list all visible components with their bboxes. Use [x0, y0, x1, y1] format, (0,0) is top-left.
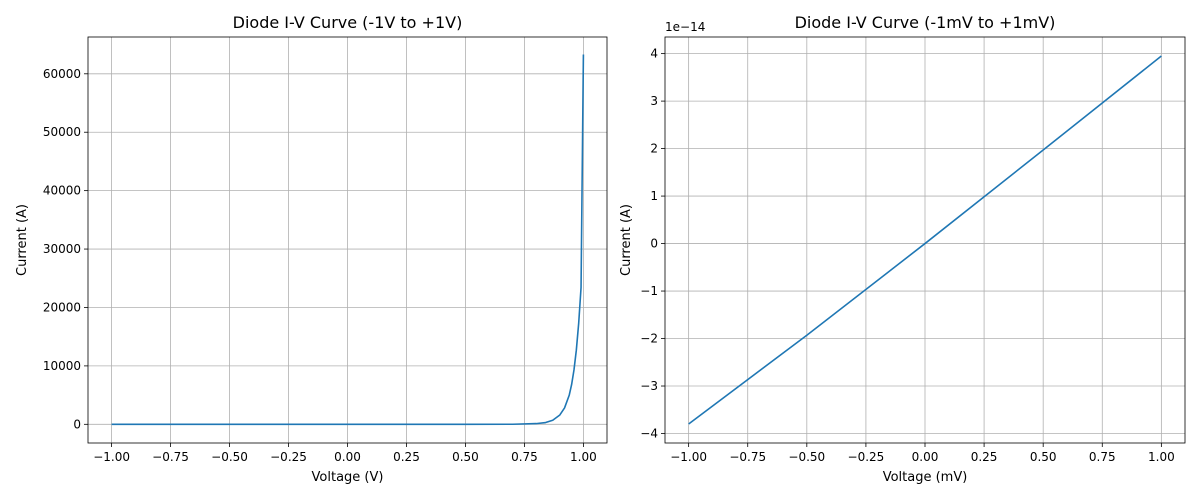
right-x-tick-label: 0.25 — [971, 450, 998, 464]
right-x-tick-label: 0.50 — [1030, 450, 1057, 464]
right-x-tick-label: 1.00 — [1148, 450, 1175, 464]
right-x-tick-label: 0.00 — [912, 450, 939, 464]
right-offset-label: 1e−14 — [665, 20, 705, 34]
left-x-tick-label: 0.25 — [393, 450, 420, 464]
left-y-tick-label: 40000 — [43, 184, 81, 198]
right-y-tick-label: 2 — [650, 142, 658, 156]
right-y-tick-label: −2 — [640, 332, 658, 346]
right-chart-title: Diode I-V Curve (-1mV to +1mV) — [795, 13, 1056, 32]
left-y-tick-label: 60000 — [43, 67, 81, 81]
left-x-tick-label: 0.75 — [511, 450, 538, 464]
left-y-axis-label: Current (A) — [15, 204, 30, 276]
chart-left: −1.00 −0.75 −0.50 −0.25 0.00 0.25 0.50 0.75 1.00… — [15, 13, 608, 485]
right-x-tick-label: −1.00 — [670, 450, 707, 464]
right-x-tick-label: −0.50 — [788, 450, 825, 464]
right-y-tick-label: 1 — [650, 189, 658, 203]
left-x-tick-label: 1.00 — [570, 450, 597, 464]
left-x-tick-label: −0.50 — [211, 450, 248, 464]
left-x-axis-label: Voltage (V) — [312, 470, 384, 485]
right-y-tick-label: 0 — [650, 237, 658, 251]
right-y-tick-label: −4 — [640, 427, 658, 441]
left-x-tick-label: −0.25 — [270, 450, 307, 464]
left-series-line — [111, 54, 585, 426]
left-y-tick-label: 10000 — [43, 359, 81, 373]
right-y-tick-label: −3 — [640, 379, 658, 393]
left-x-tick-label: 0.50 — [452, 450, 479, 464]
left-y-tick-label: 30000 — [43, 242, 81, 256]
right-y-axis-label: Current (A) — [619, 204, 634, 276]
left-x-tick-label: −0.75 — [152, 450, 189, 464]
left-x-tick-label: 0.00 — [334, 450, 361, 464]
right-series-line — [688, 55, 1162, 425]
right-x-tick-label: 0.75 — [1089, 450, 1116, 464]
left-y-tick-label: 20000 — [43, 300, 81, 314]
right-y-tick-label: 4 — [650, 47, 658, 61]
right-x-tick-label: −0.75 — [729, 450, 766, 464]
right-y-tick-label: 3 — [650, 94, 658, 108]
left-y-tick-label: 0 — [73, 417, 81, 431]
right-x-axis-label: Voltage (mV) — [883, 470, 968, 485]
chart-right: −1.00 −0.75 −0.50 −0.25 0.00 0.25 0.50 0.75 1.00… — [619, 13, 1186, 485]
left-chart-title: Diode I-V Curve (-1V to +1V) — [233, 13, 463, 32]
left-y-tick-label: 50000 — [43, 125, 81, 139]
right-y-tick-label: −1 — [640, 284, 658, 298]
left-x-tick-label: −1.00 — [93, 450, 130, 464]
right-x-tick-label: −0.25 — [848, 450, 885, 464]
